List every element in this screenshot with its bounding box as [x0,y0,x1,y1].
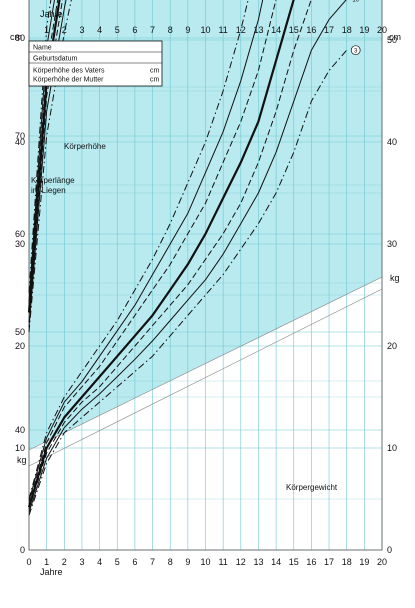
bottom-age-tick-label: 2 [62,557,67,567]
weight-curve-p50 [27,0,295,508]
weight-tick-label-right: 30 [387,239,397,249]
weight-tick-label-left: 0 [20,545,25,555]
weight-tick-label-right: 0 [387,545,392,555]
weight-title: Körpergewicht [286,483,338,492]
weight-label-ring-p3 [350,45,361,56]
bottom-age-tick-label: 3 [79,557,84,567]
weight-curve-p90 [28,0,264,502]
top-age-tick-label: 18 [342,25,352,35]
bottom-age-tick-label: 20 [377,557,387,567]
top-age-tick-label: 6 [132,25,137,35]
height-tick-label-left: 70 [15,131,25,141]
top-age-tick-label: 17 [324,25,334,35]
bottom-age-tick-label: 6 [132,557,137,567]
height-tick-label-left: 80 [15,33,25,43]
weight-tick-label-left: 10 [15,443,25,453]
bottom-age-tick-label: 4 [97,557,102,567]
patient-info-box: Name Geburtsdatum Körperhöhe des Vaters … [28,40,163,87]
mother-height-unit: cm [150,77,160,84]
weight-label-p10: 10 [352,0,359,3]
top-age-tick-label: 16 [306,25,316,35]
weight-tick-label-right: 10 [387,443,397,453]
bottom-age-tick-label: 13 [253,557,263,567]
length-title-line1: Körperlänge [31,176,75,185]
bottom-age-tick-label: 19 [359,557,369,567]
bottom-age-tick-label: 18 [342,557,352,567]
weight-curve-p75 [28,0,277,505]
height-tick-label-left: 60 [15,229,25,239]
top-age-tick-label: 19 [359,25,369,35]
bottom-age-tick-label: 11 [218,557,227,567]
bottom-age-tick-label: 16 [306,557,316,567]
top-age-tick-label: 4 [97,25,102,35]
top-age-tick-label: 10 [200,25,210,35]
divider-line-upper [28,276,383,451]
bottom-age-tick-label: 14 [271,557,281,567]
top-age-tick-label: 13 [253,25,263,35]
weight-tick-label-right: 20 [387,341,397,351]
tick-label-layer: 1 2 3 4 5 6 7 8 9 10 11 12 13 14 15 16 17 18 19 200 1 2 3 4 5 6 7 8… [15,25,397,567]
height-tick-label-left: 40 [15,425,25,435]
divider-line-lower [28,288,383,467]
weight-tick-label-right: 50 [387,35,397,45]
top-age-tick-label: 12 [236,25,246,35]
father-height-label: Körperhöhe des Vaters [33,68,105,75]
height-title: Körperhöhe [64,142,106,151]
kg-unit-right: kg [390,273,400,283]
bottom-age-tick-label: 9 [185,557,190,567]
bottom-age-tick-label: 15 [289,557,299,567]
top-age-tick-label: 14 [271,25,281,35]
top-age-tick-label: 9 [185,25,190,35]
weight-label-p3: 3 [354,48,358,54]
cm-unit-left: cm [10,32,22,42]
bottom-age-tick-label: 12 [236,557,246,567]
top-age-tick-label: 1 [44,25,49,35]
top-age-tick-label: 2 [62,25,67,35]
weight-tick-label-left: 30 [15,239,25,249]
bottom-age-tick-label: 0 [26,557,31,567]
top-axis-title: Jahre [40,9,63,19]
weight-tick-label-left: 40 [15,137,25,147]
top-age-tick-label: 11 [218,25,227,35]
bottom-age-tick-label: 1 [44,557,49,567]
bottom-age-tick-label: 5 [115,557,120,567]
mother-height-label: Körperhöhe der Mutter [33,77,104,84]
birth-date-label: Geburtsdatum [33,56,78,63]
bottom-axis-title: Jahre [40,567,63,577]
top-age-tick-label: 5 [115,25,120,35]
plot-frame [28,0,383,551]
grid-layer [28,0,383,551]
bottom-age-tick-label: 8 [168,557,173,567]
weight-tick-label-left: 20 [15,341,25,351]
name-label: Name [33,45,52,52]
top-age-tick-label: 3 [79,25,84,35]
father-height-unit: cm [150,68,160,75]
bottom-age-tick-label: 7 [150,557,155,567]
bottom-age-tick-label: 10 [200,557,210,567]
height-tick-label-left: 50 [15,327,25,337]
weight-tick-label-right: 40 [387,137,397,147]
top-age-tick-label: 7 [150,25,155,35]
weight-curve-p10 [28,0,347,513]
bottom-age-tick-label: 17 [324,557,334,567]
cm-unit-right: cm [389,32,401,42]
top-age-tick-label: 8 [168,25,173,35]
kg-unit-left: kg [17,455,27,465]
length-title-line2: im Liegen [31,186,66,195]
top-age-tick-label: 15 [289,25,299,35]
top-age-tick-label: 20 [377,25,387,35]
weight-curve-p25 [28,0,312,510]
curve-layer: 97907550251039790755025103 [27,0,361,516]
